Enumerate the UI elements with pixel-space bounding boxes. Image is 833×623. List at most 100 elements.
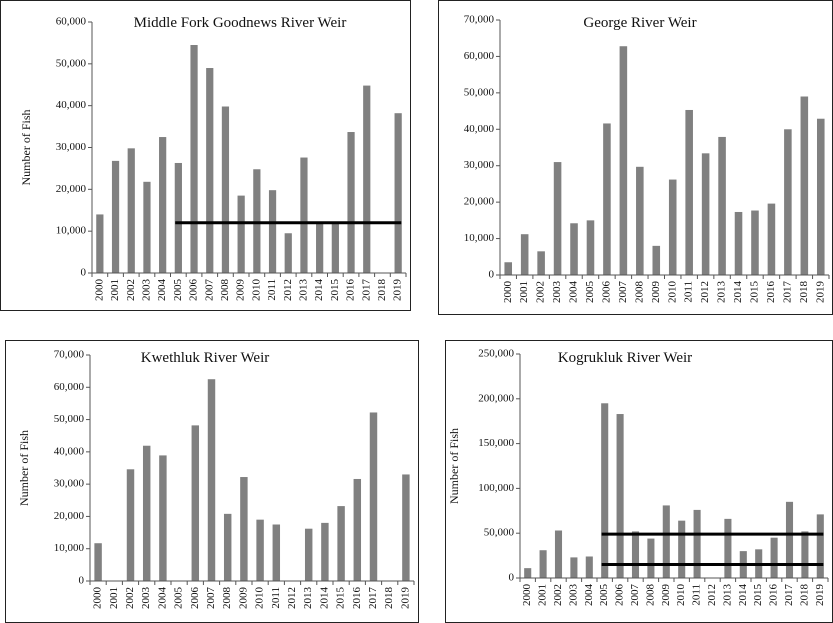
x-tick-label: 2005: [173, 587, 185, 610]
y-tick-label: 40,000: [56, 99, 87, 111]
x-tick-label: 2000: [92, 587, 104, 610]
x-tick-label: 2006: [600, 281, 612, 304]
x-tick-label: 2009: [237, 587, 249, 610]
x-tick-label: 2007: [629, 584, 641, 607]
y-tick-label: 30,000: [54, 478, 85, 490]
bar: [785, 501, 794, 578]
x-tick-label: 2008: [644, 584, 656, 607]
bar: [554, 530, 563, 578]
bar: [111, 160, 120, 273]
bar: [718, 136, 726, 275]
x-tick-label: 2012: [699, 281, 711, 303]
y-tick-label: 30,000: [56, 141, 87, 153]
x-tick-label: 2014: [313, 279, 325, 302]
x-tick-label: 2017: [367, 587, 379, 610]
bar: [652, 245, 661, 275]
x-tick-label: 2019: [392, 279, 404, 302]
x-tick-label: 2010: [254, 587, 266, 610]
bar: [603, 123, 611, 275]
bar: [256, 519, 264, 581]
bar: [701, 153, 710, 275]
x-tick-label: 2007: [205, 587, 217, 610]
bar: [363, 85, 371, 273]
bar: [504, 262, 513, 275]
x-tick-label: 2014: [732, 281, 744, 304]
x-tick-label: 2012: [706, 584, 718, 606]
x-tick-label: 2018: [383, 587, 395, 610]
x-tick-label: 2013: [302, 587, 314, 610]
x-tick-label: 2019: [814, 584, 826, 607]
bar: [601, 403, 609, 578]
x-tick-label: 2014: [737, 584, 749, 607]
x-tick-label: 2005: [598, 584, 610, 607]
bar: [143, 181, 151, 273]
x-tick-label: 2005: [584, 281, 596, 304]
y-axis-label: Number of Fish: [17, 430, 31, 506]
bar: [801, 531, 809, 578]
bar: [616, 414, 624, 578]
y-tick-label: 50,000: [484, 527, 515, 539]
y-tick-label: 0: [489, 269, 495, 281]
y-tick-label: 20,000: [56, 183, 87, 195]
x-tick-label: 2012: [282, 279, 294, 301]
x-tick-label: 2013: [721, 584, 733, 607]
x-tick-label: 2018: [376, 279, 388, 302]
bar: [553, 162, 562, 275]
bar: [126, 469, 135, 581]
x-tick-label: 2006: [189, 587, 201, 610]
x-tick-label: 2011: [683, 281, 695, 303]
bar: [402, 474, 410, 581]
x-tick-label: 2011: [270, 587, 282, 609]
x-tick-label: 2000: [521, 584, 533, 607]
y-tick-label: 200,000: [478, 392, 514, 404]
bar: [127, 148, 135, 273]
bar: [693, 509, 701, 578]
bar: [631, 531, 640, 578]
y-tick-label: 10,000: [54, 542, 85, 554]
bar: [237, 195, 245, 273]
y-tick-label: 250,000: [478, 348, 514, 360]
bar: [190, 45, 198, 274]
bar: [647, 538, 655, 578]
x-tick-label: 2006: [614, 584, 626, 607]
bar: [394, 113, 402, 274]
x-tick-label: 2001: [518, 281, 530, 303]
bar: [316, 222, 324, 273]
x-tick-label: 2003: [567, 584, 579, 607]
bar: [619, 46, 628, 275]
x-tick-label: 2017: [783, 584, 795, 607]
y-tick-label: 0: [509, 572, 515, 584]
y-axis-label: Number of Fish: [19, 110, 33, 186]
bar: [539, 550, 547, 578]
y-tick-label: 40,000: [464, 123, 495, 135]
x-tick-label: 2001: [109, 279, 121, 301]
bar: [800, 96, 809, 275]
y-tick-label: 100,000: [478, 482, 514, 494]
chart-title: George River Weir: [583, 15, 696, 31]
bar: [668, 179, 677, 275]
bar: [207, 379, 216, 581]
x-tick-label: 2017: [781, 281, 793, 304]
x-tick-label: 2008: [221, 587, 233, 610]
x-tick-label: 2019: [814, 281, 826, 304]
x-tick-label: 2013: [297, 279, 309, 302]
x-tick-label: 2009: [650, 281, 662, 304]
y-tick-label: 10,000: [464, 232, 495, 244]
y-tick-label: 70,000: [54, 349, 85, 361]
bar: [240, 477, 248, 581]
y-tick-label: 150,000: [478, 437, 514, 449]
x-tick-label: 2014: [318, 587, 330, 610]
bar: [770, 537, 778, 578]
bar: [94, 543, 102, 581]
y-tick-label: 20,000: [464, 196, 495, 208]
bar: [321, 522, 329, 581]
x-tick-label: 2002: [552, 584, 564, 606]
y-tick-label: 0: [79, 575, 85, 587]
y-tick-label: 10,000: [56, 225, 87, 237]
x-tick-label: 2019: [399, 587, 411, 610]
x-tick-label: 2009: [235, 279, 247, 302]
bar: [304, 528, 313, 581]
y-tick-label: 60,000: [56, 16, 87, 28]
x-tick-label: 2016: [345, 279, 357, 302]
chart-title: Middle Fork Goodnews River Weir: [134, 15, 347, 31]
